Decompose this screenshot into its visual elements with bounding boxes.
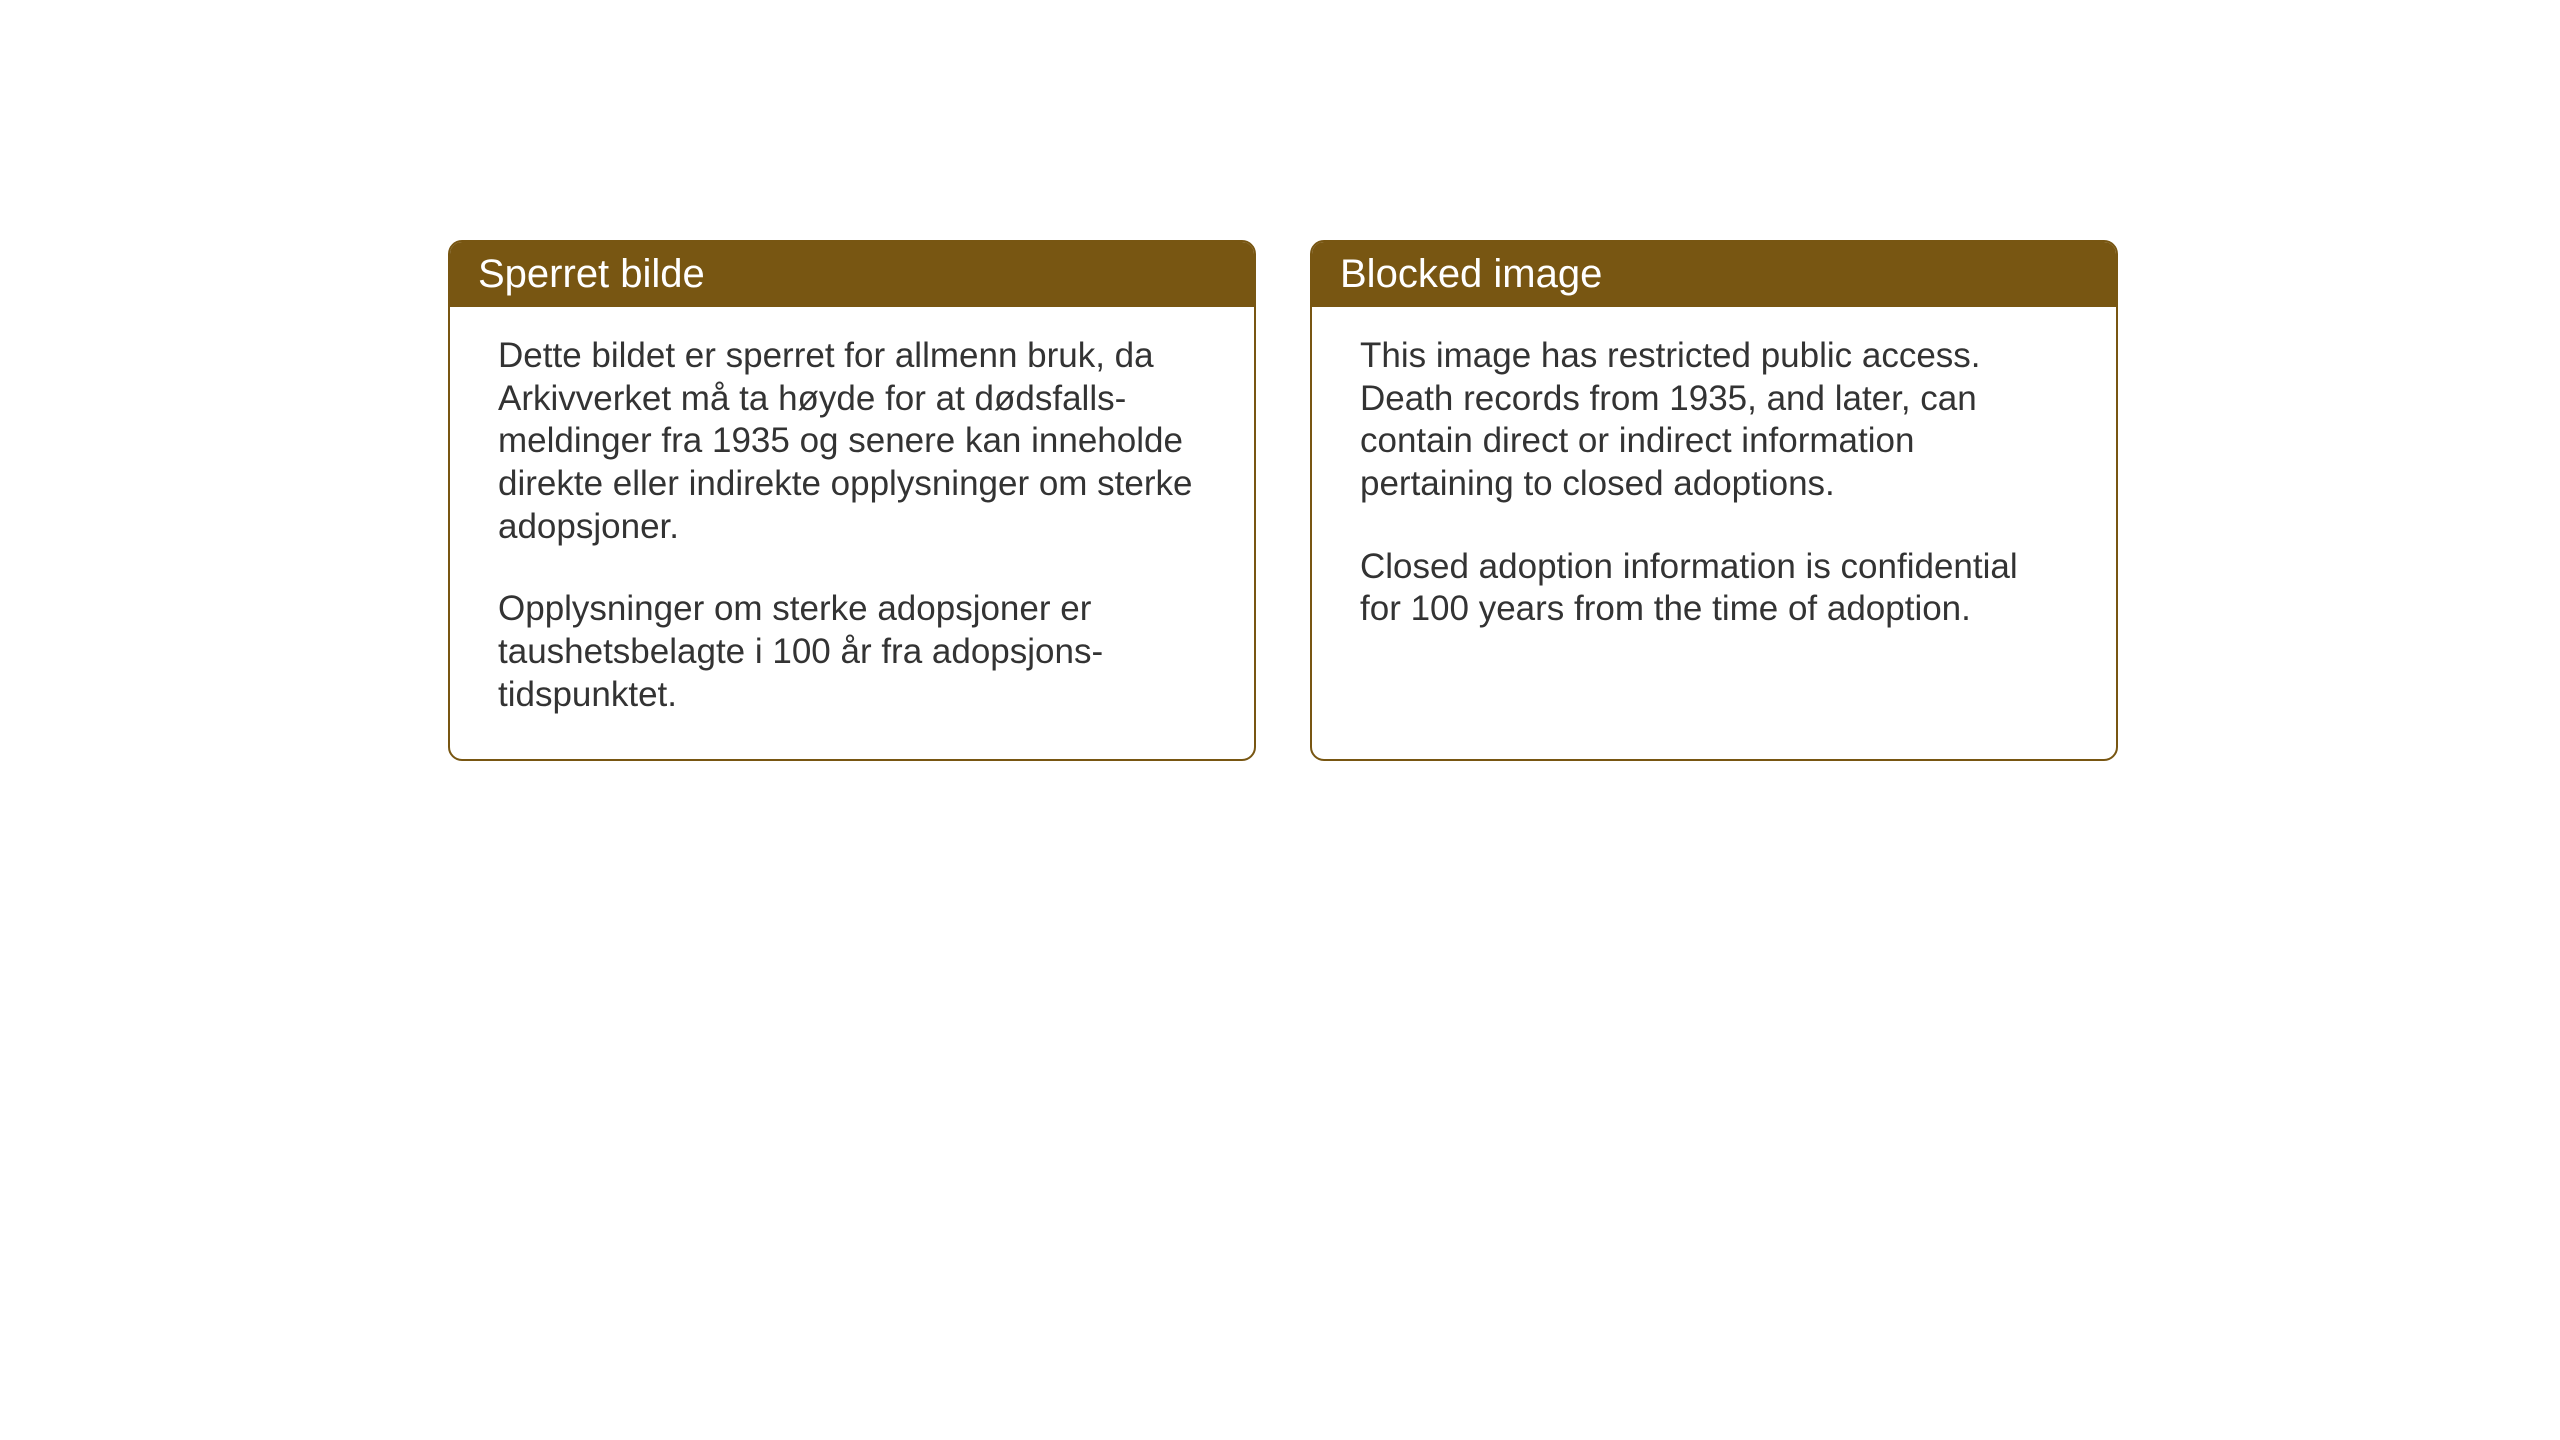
card-body-english: This image has restricted public access.… <box>1312 307 2116 673</box>
card-title-english: Blocked image <box>1340 252 1602 296</box>
notice-card-english: Blocked image This image has restricted … <box>1310 240 2118 761</box>
card-body-norwegian: Dette bildet er sperret for allmenn bruk… <box>450 307 1254 759</box>
notice-container: Sperret bilde Dette bildet er sperret fo… <box>448 240 2118 761</box>
card-title-norwegian: Sperret bilde <box>478 252 705 296</box>
card-paragraph-english-1: This image has restricted public access.… <box>1360 335 2068 506</box>
card-paragraph-norwegian-2: Opplysninger om sterke adopsjoner er tau… <box>498 588 1206 716</box>
card-header-norwegian: Sperret bilde <box>450 242 1254 307</box>
card-paragraph-norwegian-1: Dette bildet er sperret for allmenn bruk… <box>498 335 1206 548</box>
card-paragraph-english-2: Closed adoption information is confident… <box>1360 546 2068 631</box>
notice-card-norwegian: Sperret bilde Dette bildet er sperret fo… <box>448 240 1256 761</box>
card-header-english: Blocked image <box>1312 242 2116 307</box>
